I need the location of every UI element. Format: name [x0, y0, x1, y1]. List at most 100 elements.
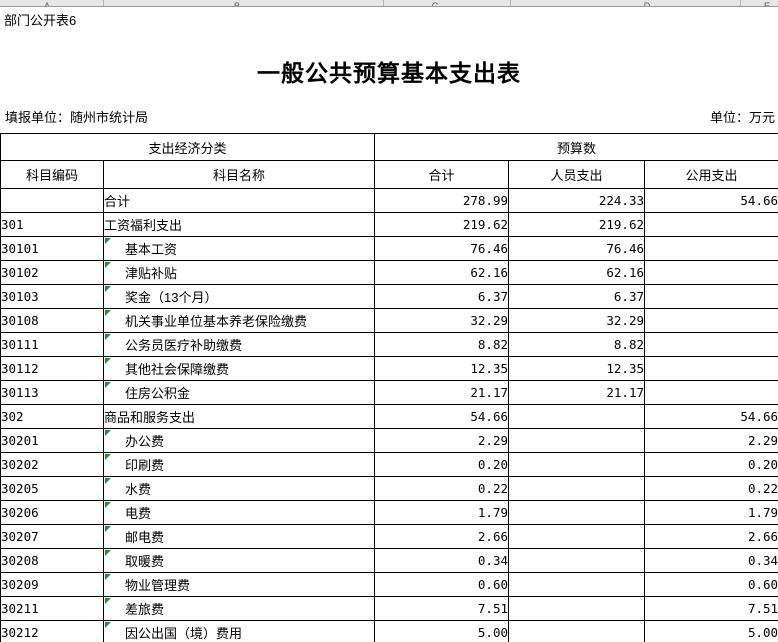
public-amount-cell[interactable]: 2.66	[644, 524, 778, 549]
personnel-amount-cell[interactable]: 32.29	[508, 308, 646, 333]
subject-name-cell[interactable]: 因公出国（境）费用	[102, 620, 376, 642]
subject-code-cell[interactable]: 302	[0, 404, 104, 429]
public-amount-cell[interactable]: 5.00	[644, 620, 778, 642]
public-amount-cell[interactable]	[644, 260, 778, 285]
public-amount-cell[interactable]	[644, 308, 778, 333]
personnel-amount-cell[interactable]: 8.82	[508, 332, 646, 357]
public-amount-cell[interactable]	[644, 284, 778, 309]
subject-name-cell[interactable]: 差旅费	[102, 596, 376, 621]
personnel-amount-cell[interactable]	[508, 404, 646, 429]
personnel-amount-cell[interactable]	[508, 596, 646, 621]
subject-code-cell[interactable]: 30101	[0, 236, 104, 261]
header-group-budget-amount[interactable]: 预算数	[374, 133, 778, 161]
subject-code-cell[interactable]: 30201	[0, 428, 104, 453]
col-header-total[interactable]: 合计	[374, 160, 510, 189]
subject-code-cell[interactable]: 30113	[0, 380, 104, 405]
subject-code-cell[interactable]: 30205	[0, 476, 104, 501]
public-amount-cell[interactable]: 2.29	[644, 428, 778, 453]
subject-name-cell[interactable]: 机关事业单位基本养老保险缴费	[102, 308, 376, 333]
personnel-amount-cell[interactable]: 21.17	[508, 380, 646, 405]
subject-name-cell[interactable]: 水费	[102, 476, 376, 501]
subject-name-cell[interactable]: 办公费	[102, 428, 376, 453]
public-amount-cell[interactable]: 1.79	[644, 500, 778, 525]
total-amount-cell[interactable]: 0.22	[374, 476, 510, 501]
personnel-amount-cell[interactable]	[508, 524, 646, 549]
subject-code-cell[interactable]: 30211	[0, 596, 104, 621]
column-letter-d[interactable]: D	[643, 1, 651, 7]
total-amount-cell[interactable]: 0.60	[374, 572, 510, 597]
total-amount-cell[interactable]: 1.79	[374, 500, 510, 525]
public-amount-cell[interactable]: 54.66	[644, 188, 778, 213]
subject-name-cell[interactable]: 电费	[102, 500, 376, 525]
subject-code-cell[interactable]: 30206	[0, 500, 104, 525]
subject-name-cell[interactable]: 商品和服务支出	[102, 404, 376, 429]
personnel-amount-cell[interactable]	[508, 452, 646, 477]
total-amount-cell[interactable]: 6.37	[374, 284, 510, 309]
col-header-public-expense[interactable]: 公用支出	[644, 160, 778, 189]
personnel-amount-cell[interactable]	[508, 476, 646, 501]
subject-code-cell[interactable]: 30209	[0, 572, 104, 597]
total-amount-cell[interactable]: 8.82	[374, 332, 510, 357]
subject-name-cell[interactable]: 基本工资	[102, 236, 376, 261]
subject-name-cell[interactable]: 工资福利支出	[102, 212, 376, 237]
col-header-subject-code[interactable]: 科目编码	[0, 160, 104, 189]
personnel-amount-cell[interactable]	[508, 500, 646, 525]
column-letter-b[interactable]: B	[233, 1, 241, 7]
public-amount-cell[interactable]	[644, 236, 778, 261]
subject-code-cell[interactable]: 30207	[0, 524, 104, 549]
public-amount-cell[interactable]	[644, 332, 778, 357]
personnel-amount-cell[interactable]: 12.35	[508, 356, 646, 381]
personnel-amount-cell[interactable]	[508, 620, 646, 642]
personnel-amount-cell[interactable]: 219.62	[508, 212, 646, 237]
total-amount-cell[interactable]: 0.34	[374, 548, 510, 573]
subject-name-cell[interactable]: 住房公积金	[102, 380, 376, 405]
subject-name-cell[interactable]: 公务员医疗补助缴费	[102, 332, 376, 357]
subject-code-cell[interactable]	[0, 188, 104, 213]
total-amount-cell[interactable]: 21.17	[374, 380, 510, 405]
personnel-amount-cell[interactable]	[508, 428, 646, 453]
subject-code-cell[interactable]: 30111	[0, 332, 104, 357]
subject-code-cell[interactable]: 30208	[0, 548, 104, 573]
total-amount-cell[interactable]: 219.62	[374, 212, 510, 237]
column-letter-c[interactable]: C	[431, 1, 439, 7]
personnel-amount-cell[interactable]: 62.16	[508, 260, 646, 285]
column-letter-e[interactable]: E	[763, 1, 771, 7]
personnel-amount-cell[interactable]: 76.46	[508, 236, 646, 261]
header-group-expense-classification[interactable]: 支出经济分类	[0, 133, 376, 161]
subject-name-cell[interactable]: 印刷费	[102, 452, 376, 477]
subject-code-cell[interactable]: 30103	[0, 284, 104, 309]
subject-code-cell[interactable]: 301	[0, 212, 104, 237]
col-header-subject-name[interactable]: 科目名称	[102, 160, 376, 189]
total-amount-cell[interactable]: 278.99	[374, 188, 510, 213]
public-amount-cell[interactable]: 54.66	[644, 404, 778, 429]
subject-name-cell[interactable]: 合计	[102, 188, 376, 213]
personnel-amount-cell[interactable]: 6.37	[508, 284, 646, 309]
total-amount-cell[interactable]: 5.00	[374, 620, 510, 642]
subject-code-cell[interactable]: 30212	[0, 620, 104, 642]
total-amount-cell[interactable]: 2.66	[374, 524, 510, 549]
subject-name-cell[interactable]: 邮电费	[102, 524, 376, 549]
total-amount-cell[interactable]: 0.20	[374, 452, 510, 477]
public-amount-cell[interactable]: 0.60	[644, 572, 778, 597]
public-amount-cell[interactable]: 0.34	[644, 548, 778, 573]
personnel-amount-cell[interactable]	[508, 572, 646, 597]
public-amount-cell[interactable]: 0.22	[644, 476, 778, 501]
total-amount-cell[interactable]: 32.29	[374, 308, 510, 333]
subject-name-cell[interactable]: 奖金（13个月）	[102, 284, 376, 309]
column-letter-a[interactable]: A	[43, 1, 51, 7]
personnel-amount-cell[interactable]	[508, 548, 646, 573]
subject-name-cell[interactable]: 津贴补贴	[102, 260, 376, 285]
subject-code-cell[interactable]: 30102	[0, 260, 104, 285]
personnel-amount-cell[interactable]: 224.33	[508, 188, 646, 213]
public-amount-cell[interactable]: 7.51	[644, 596, 778, 621]
subject-name-cell[interactable]: 其他社会保障缴费	[102, 356, 376, 381]
subject-code-cell[interactable]: 30108	[0, 308, 104, 333]
subject-name-cell[interactable]: 物业管理费	[102, 572, 376, 597]
col-header-personnel[interactable]: 人员支出	[508, 160, 646, 189]
public-amount-cell[interactable]: 0.20	[644, 452, 778, 477]
subject-code-cell[interactable]: 30112	[0, 356, 104, 381]
public-amount-cell[interactable]	[644, 212, 778, 237]
subject-code-cell[interactable]: 30202	[0, 452, 104, 477]
public-amount-cell[interactable]	[644, 380, 778, 405]
public-amount-cell[interactable]	[644, 356, 778, 381]
